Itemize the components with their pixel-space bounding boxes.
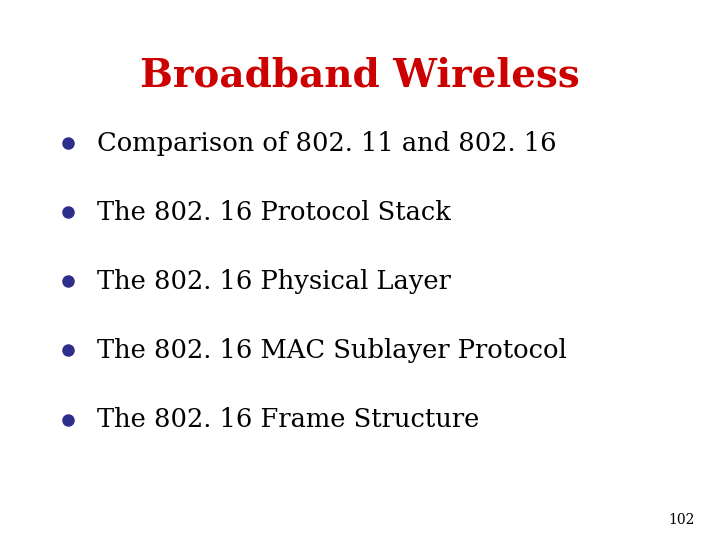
Text: The 802. 16 MAC Sublayer Protocol: The 802. 16 MAC Sublayer Protocol <box>97 338 567 363</box>
Text: The 802. 16 Frame Structure: The 802. 16 Frame Structure <box>97 407 480 432</box>
Text: The 802. 16 Protocol Stack: The 802. 16 Protocol Stack <box>97 200 451 225</box>
Text: Broadband Wireless: Broadband Wireless <box>140 57 580 94</box>
Text: The 802. 16 Physical Layer: The 802. 16 Physical Layer <box>97 269 451 294</box>
Text: 102: 102 <box>668 512 695 526</box>
Text: Comparison of 802. 11 and 802. 16: Comparison of 802. 11 and 802. 16 <box>97 131 557 156</box>
